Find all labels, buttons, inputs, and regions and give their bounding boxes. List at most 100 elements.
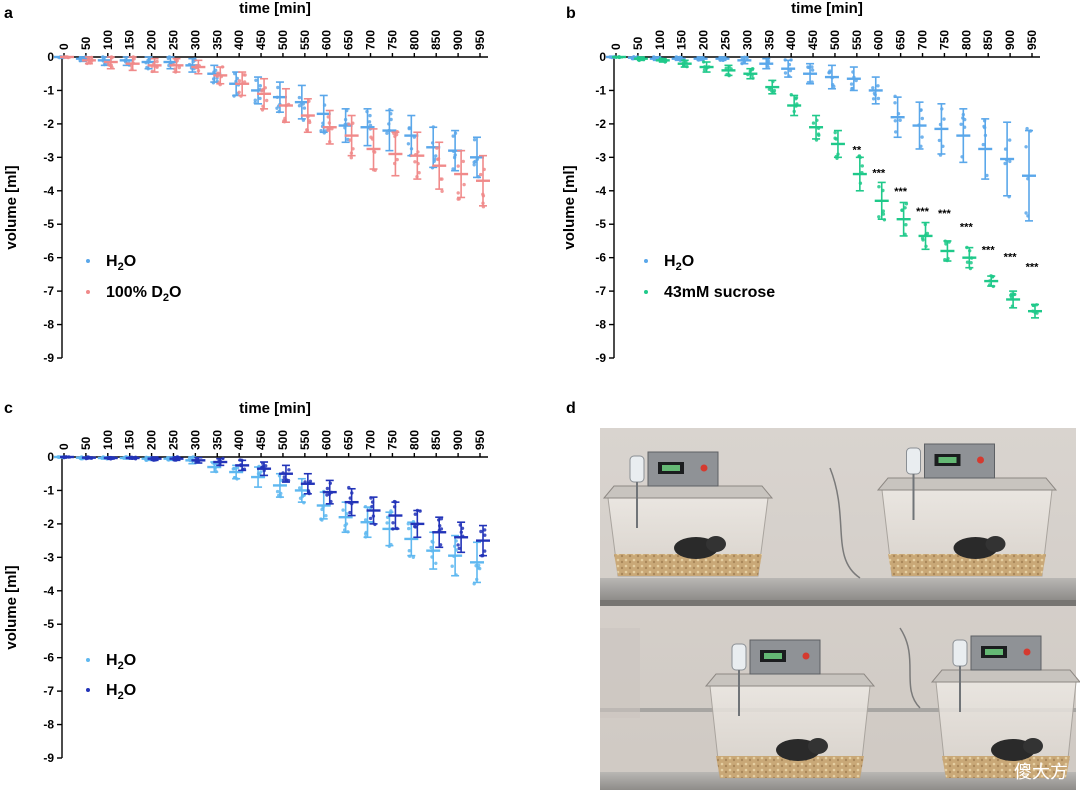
monitor-led bbox=[802, 652, 810, 660]
x-tick-label: 450 bbox=[806, 30, 820, 50]
data-point bbox=[265, 98, 269, 103]
data-point bbox=[413, 512, 417, 516]
data-point bbox=[258, 84, 262, 88]
cage-bedding bbox=[716, 756, 864, 778]
legend-label: H2O bbox=[664, 253, 694, 273]
y-tick-label: -5 bbox=[43, 217, 54, 231]
legend-marker bbox=[86, 259, 90, 263]
monitor-readout bbox=[662, 465, 680, 471]
x-tick-label: 550 bbox=[298, 430, 312, 450]
cage-upper-right bbox=[876, 443, 1058, 577]
watermark-text: 傻大方 bbox=[1014, 762, 1068, 783]
data-point bbox=[297, 95, 302, 100]
data-point bbox=[302, 106, 307, 110]
data-point bbox=[347, 122, 351, 126]
data-point bbox=[877, 215, 881, 219]
chart-panel-a: a time [min] volume [ml] 0 50 100 150 200 250 300… bbox=[3, 0, 490, 365]
data-point bbox=[461, 159, 465, 164]
significance-label: *** bbox=[982, 245, 996, 257]
data-point bbox=[900, 208, 904, 212]
x-tick-label: 700 bbox=[364, 430, 378, 450]
water-bottle bbox=[906, 447, 921, 475]
significance-label: *** bbox=[960, 221, 974, 233]
series-1 bbox=[60, 55, 490, 209]
data-point bbox=[231, 467, 235, 471]
data-point bbox=[368, 516, 373, 521]
x-tick-label: 550 bbox=[298, 30, 312, 50]
data-point bbox=[177, 65, 181, 70]
data-point bbox=[969, 261, 973, 265]
x-tick-label: 600 bbox=[320, 30, 334, 50]
y-tick-label: -5 bbox=[595, 217, 606, 231]
y-tick-label: -3 bbox=[43, 150, 54, 164]
cage-bedding bbox=[888, 554, 1046, 576]
x-tick-label: 400 bbox=[232, 430, 246, 450]
x-tick-label: 700 bbox=[364, 30, 378, 50]
y-tick-label: -8 bbox=[43, 318, 54, 332]
data-point bbox=[298, 486, 302, 490]
series-0 bbox=[54, 55, 484, 179]
water-bottle bbox=[952, 639, 968, 667]
y-axis-title: volume [ml] bbox=[561, 165, 578, 249]
data-point bbox=[413, 524, 417, 529]
cage-lower-center bbox=[704, 639, 876, 779]
x-tick-label: 300 bbox=[740, 30, 754, 50]
data-point bbox=[259, 470, 263, 474]
mouse-head bbox=[1023, 738, 1043, 754]
data-point bbox=[395, 157, 399, 162]
y-tick-label: -4 bbox=[595, 184, 606, 198]
data-point bbox=[389, 117, 393, 122]
data-point bbox=[1003, 161, 1007, 166]
legend-label: 100% D2O bbox=[106, 284, 182, 304]
data-point bbox=[434, 561, 438, 565]
data-point bbox=[253, 98, 257, 102]
data-point bbox=[297, 104, 302, 108]
panel-letter: b bbox=[566, 5, 576, 22]
cable bbox=[899, 627, 921, 709]
data-point bbox=[254, 78, 258, 83]
data-point bbox=[472, 163, 476, 167]
y-tick-label: -2 bbox=[595, 117, 606, 131]
x-axis-title: time [min] bbox=[791, 0, 863, 17]
x-tick-label: 400 bbox=[784, 30, 798, 50]
data-point bbox=[833, 130, 837, 135]
legend-marker bbox=[86, 290, 90, 294]
data-point bbox=[871, 86, 875, 90]
data-point bbox=[348, 510, 352, 515]
cable bbox=[829, 467, 861, 579]
data-point bbox=[881, 212, 886, 216]
x-tick-label: 950 bbox=[473, 30, 487, 50]
data-point bbox=[341, 508, 345, 512]
significance-label: *** bbox=[872, 168, 886, 180]
data-point bbox=[925, 231, 930, 236]
data-point bbox=[834, 137, 838, 141]
data-point bbox=[462, 182, 466, 187]
significance-label: *** bbox=[916, 206, 930, 218]
x-tick-label: 350 bbox=[210, 30, 224, 50]
x-tick-label: 850 bbox=[429, 30, 443, 50]
monitor-led bbox=[977, 456, 984, 464]
data-point bbox=[320, 507, 324, 512]
data-point bbox=[477, 563, 481, 568]
x-tick-label: 900 bbox=[451, 30, 465, 50]
cage-bedding bbox=[614, 554, 762, 576]
data-point bbox=[937, 138, 942, 143]
x-tick-label: 950 bbox=[1025, 30, 1039, 50]
x-tick-label: 650 bbox=[342, 430, 356, 450]
data-point bbox=[367, 120, 372, 124]
x-tick-label: 750 bbox=[937, 30, 951, 50]
y-tick-label: -2 bbox=[43, 517, 54, 531]
legend-label: H2O bbox=[106, 253, 136, 273]
data-point bbox=[876, 84, 880, 88]
data-point bbox=[981, 142, 985, 147]
x-tick-label: 950 bbox=[473, 430, 487, 450]
y-tick-label: -9 bbox=[595, 351, 606, 365]
monitor-led bbox=[700, 464, 708, 472]
cage-bedding bbox=[942, 756, 1070, 778]
y-tick-label: -3 bbox=[43, 550, 54, 564]
data-point bbox=[260, 88, 264, 93]
y-tick-label: -3 bbox=[595, 150, 606, 164]
y-tick-label: 0 bbox=[599, 50, 606, 64]
